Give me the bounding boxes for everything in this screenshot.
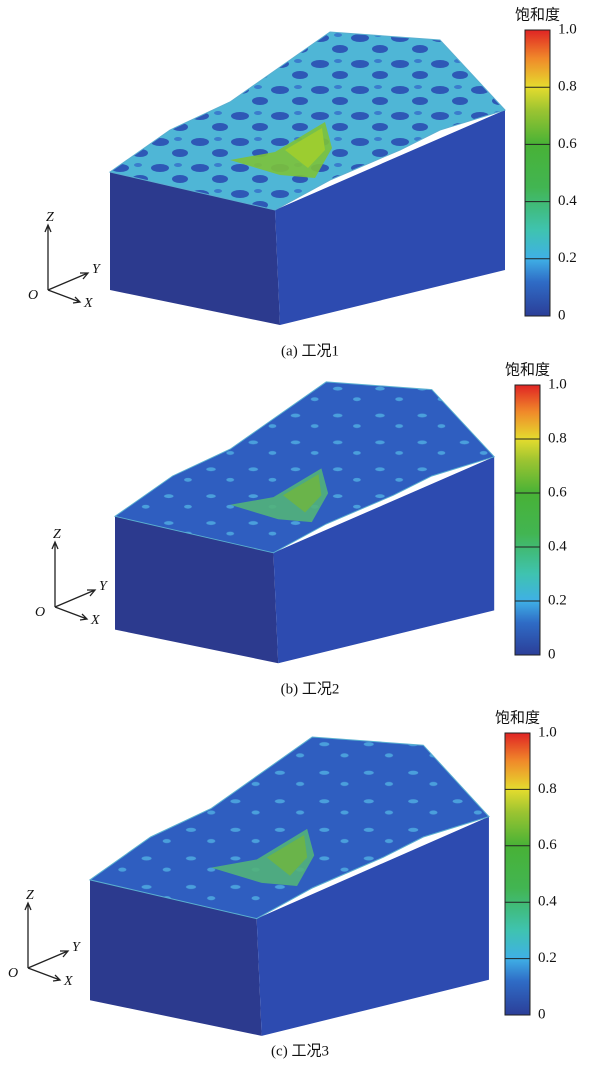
axis-triad (52, 542, 95, 620)
caption: (b) 工况2 (281, 680, 340, 697)
colorbar-tick-label: 0.6 (558, 136, 577, 152)
colorbar-tick-label: 0 (538, 1006, 546, 1022)
colorbar-tick-label: 1.0 (558, 21, 577, 37)
colorbar-tick-label: 0.2 (558, 250, 577, 266)
colorbar-tick-label: 0.4 (558, 193, 577, 209)
y-arrow (55, 590, 95, 607)
colorbar-tick-label: 0.2 (538, 950, 557, 966)
figure: Z Y X O 饱和度 0 0.2 0.4 0.6 0.8 1.0 (a) 工况1 Z Y X O 饱和度 0 0.… (0, 0, 589, 1068)
colorbar-tick-label: 0 (548, 646, 556, 662)
colorbar-tick-label: 0.6 (538, 837, 557, 853)
colorbar-title: 饱和度 (515, 6, 560, 23)
colorbar-tick-label: 0.8 (548, 430, 567, 446)
axis-triad (45, 225, 88, 303)
colorbar (515, 385, 540, 655)
axis-label: Z (46, 210, 54, 225)
axis-label: Y (99, 579, 109, 594)
colorbar-tick-label: 0.8 (558, 79, 577, 95)
colorbar-tick-label: 0.4 (538, 894, 557, 910)
panel: Z Y X O 饱和度 0 0.2 0.4 0.6 0.8 1.0 (a) 工况1 (28, 6, 577, 359)
colorbar-tick-label: 0.6 (548, 484, 567, 500)
axis-label: O (35, 605, 45, 620)
axis-label: Z (26, 888, 34, 903)
colorbar-title: 饱和度 (505, 361, 550, 378)
colorbar-tick-label: 1.0 (548, 376, 567, 392)
axis-label: O (28, 288, 38, 303)
colorbar (525, 30, 550, 316)
z-arrow (52, 542, 58, 607)
axis-triad (25, 903, 68, 981)
x-arrow (55, 607, 87, 620)
axis-label: X (90, 613, 100, 628)
colorbar-title: 饱和度 (495, 709, 540, 726)
y-arrow (28, 951, 68, 968)
panel: Z Y X O 饱和度 0 0.2 0.4 0.6 0.8 1.0 (c) 工况3 (8, 709, 557, 1059)
z-arrow (45, 225, 51, 290)
axis-label: O (8, 966, 18, 981)
colorbar-tick-label: 0.4 (548, 538, 567, 554)
terrain-block (110, 32, 505, 325)
colorbar-tick-label: 1.0 (538, 724, 557, 740)
colorbar-tick-label: 0 (558, 307, 566, 323)
terrain-block (90, 737, 489, 1036)
axis-label: Y (72, 940, 82, 955)
colorbar-tick-label: 0.2 (548, 592, 567, 608)
panel: Z Y X O 饱和度 0 0.2 0.4 0.6 0.8 1.0 (b) 工况2 (35, 361, 567, 697)
axis-label: Z (53, 527, 61, 542)
axis-label: X (63, 974, 73, 989)
terrain-block (115, 382, 494, 663)
colorbar (505, 733, 530, 1015)
x-arrow (48, 290, 80, 303)
caption: (a) 工况1 (281, 342, 339, 359)
caption: (c) 工况3 (271, 1042, 329, 1059)
colorbar-tick-label: 0.8 (538, 781, 557, 797)
z-arrow (25, 903, 31, 968)
x-arrow (28, 968, 60, 981)
axis-label: Y (92, 262, 102, 277)
y-arrow (48, 273, 88, 290)
axis-label: X (83, 296, 93, 311)
